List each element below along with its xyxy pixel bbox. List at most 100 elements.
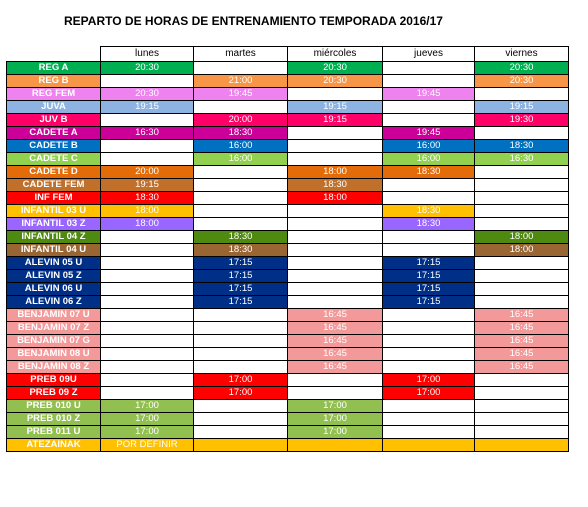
day-header-jueves: jueves [382, 46, 475, 62]
time-cell-martes [193, 399, 288, 413]
time-cell-miercoles [287, 87, 383, 101]
time-cell-viernes: 20:30 [474, 74, 569, 88]
time-cell-lunes: 17:00 [100, 412, 194, 426]
time-cell-miercoles: 18:00 [287, 165, 383, 179]
team-label: ALEVIN 06 Z [6, 295, 101, 309]
time-cell-viernes [474, 438, 569, 452]
time-cell-viernes: 16:45 [474, 334, 569, 348]
time-cell-lunes: POR DEFINIR [100, 438, 194, 452]
time-cell-martes: 16:00 [193, 152, 288, 166]
page-title: REPARTO DE HORAS DE ENTRENAMIENTO TEMPOR… [64, 14, 443, 28]
table-row: REG B 21:00 20:30 20:30 [6, 74, 569, 88]
time-cell-lunes [100, 230, 194, 244]
time-cell-lunes [100, 256, 194, 270]
time-cell-martes: 18:30 [193, 230, 288, 244]
time-cell-miercoles [287, 217, 383, 231]
time-cell-viernes [474, 425, 569, 439]
time-cell-miercoles: 16:45 [287, 360, 383, 374]
time-cell-viernes: 18:30 [474, 139, 569, 153]
day-header-lunes: lunes [100, 46, 194, 62]
time-cell-jueves [382, 113, 475, 127]
time-cell-lunes [100, 282, 194, 296]
time-cell-jueves: 17:00 [382, 386, 475, 400]
team-label: BENJAMIN 07 Z [6, 321, 101, 335]
time-cell-miercoles: 17:00 [287, 399, 383, 413]
table-row: INFANTIL 03 Z 18:00 18:30 [6, 217, 569, 231]
time-cell-jueves: 17:15 [382, 269, 475, 283]
time-cell-jueves: 19:45 [382, 87, 475, 101]
time-cell-martes [193, 334, 288, 348]
time-cell-martes: 19:45 [193, 87, 288, 101]
time-cell-viernes [474, 178, 569, 192]
time-cell-viernes [474, 373, 569, 387]
team-label: PREB 09 Z [6, 386, 101, 400]
team-label: INF FEM [6, 191, 101, 205]
team-label: CADETE C [6, 152, 101, 166]
day-header-martes: martes [193, 46, 288, 62]
time-cell-miercoles [287, 230, 383, 244]
time-cell-viernes [474, 269, 569, 283]
time-cell-jueves [382, 100, 475, 114]
table-row: CADETE B 16:00 16:00 18:30 [6, 139, 569, 153]
time-cell-miercoles: 19:15 [287, 100, 383, 114]
team-label: PREB 010 U [6, 399, 101, 413]
time-cell-martes [193, 204, 288, 218]
time-cell-viernes: 19:15 [474, 100, 569, 114]
time-cell-martes [193, 100, 288, 114]
time-cell-lunes [100, 373, 194, 387]
time-cell-lunes [100, 74, 194, 88]
team-label: INFANTIL 04 Z [6, 230, 101, 244]
time-cell-lunes [100, 113, 194, 127]
time-cell-miercoles [287, 204, 383, 218]
time-cell-viernes: 16:45 [474, 321, 569, 335]
time-cell-miercoles [287, 126, 383, 140]
time-cell-miercoles [287, 139, 383, 153]
time-cell-martes [193, 308, 288, 322]
time-cell-miercoles: 18:30 [287, 178, 383, 192]
time-cell-viernes [474, 295, 569, 309]
team-label: BENJAMIN 07 U [6, 308, 101, 322]
table-row: INFANTIL 03 U 18:00 18:30 [6, 204, 569, 218]
time-cell-jueves: 16:00 [382, 152, 475, 166]
time-cell-viernes: 18:00 [474, 243, 569, 257]
time-cell-jueves [382, 347, 475, 361]
time-cell-miercoles: 19:15 [287, 113, 383, 127]
team-label: INFANTIL 03 U [6, 204, 101, 218]
time-cell-jueves [382, 61, 475, 75]
table-row: ALEVIN 05 Z 17:15 17:15 [6, 269, 569, 283]
time-cell-jueves: 18:30 [382, 217, 475, 231]
time-cell-martes [193, 347, 288, 361]
table-row: REG A 20:30 20:30 20:30 [6, 61, 569, 75]
time-cell-lunes: 20:30 [100, 87, 194, 101]
team-label: PREB 011 U [6, 425, 101, 439]
day-header-viernes: viernes [474, 46, 569, 62]
team-label: CADETE A [6, 126, 101, 140]
team-label: ATEZAINAK [6, 438, 101, 452]
team-label: BENJAMIN 07 G [6, 334, 101, 348]
time-cell-viernes [474, 126, 569, 140]
time-cell-jueves: 17:00 [382, 373, 475, 387]
time-cell-viernes [474, 217, 569, 231]
time-cell-martes: 17:15 [193, 256, 288, 270]
time-cell-lunes: 19:15 [100, 100, 194, 114]
team-label: REG FEM [6, 87, 101, 101]
table-row: INFANTIL 04 U 18:30 18:00 [6, 243, 569, 257]
time-cell-lunes: 17:00 [100, 399, 194, 413]
time-cell-viernes [474, 87, 569, 101]
table-row: PREB 010 U 17:00 17:00 [6, 399, 569, 413]
table-row: ALEVIN 06 Z 17:15 17:15 [6, 295, 569, 309]
time-cell-lunes [100, 386, 194, 400]
table-row: BENJAMIN 07 Z 16:45 16:45 [6, 321, 569, 335]
time-cell-martes: 17:15 [193, 282, 288, 296]
time-cell-miercoles [287, 152, 383, 166]
time-cell-martes: 17:15 [193, 269, 288, 283]
table-row: PREB 011 U 17:00 17:00 [6, 425, 569, 439]
time-cell-martes [193, 165, 288, 179]
time-cell-miercoles: 18:00 [287, 191, 383, 205]
time-cell-miercoles: 17:00 [287, 425, 383, 439]
time-cell-lunes: 19:15 [100, 178, 194, 192]
time-cell-jueves [382, 191, 475, 205]
time-cell-jueves: 18:30 [382, 165, 475, 179]
time-cell-jueves [382, 425, 475, 439]
time-cell-viernes: 16:45 [474, 308, 569, 322]
